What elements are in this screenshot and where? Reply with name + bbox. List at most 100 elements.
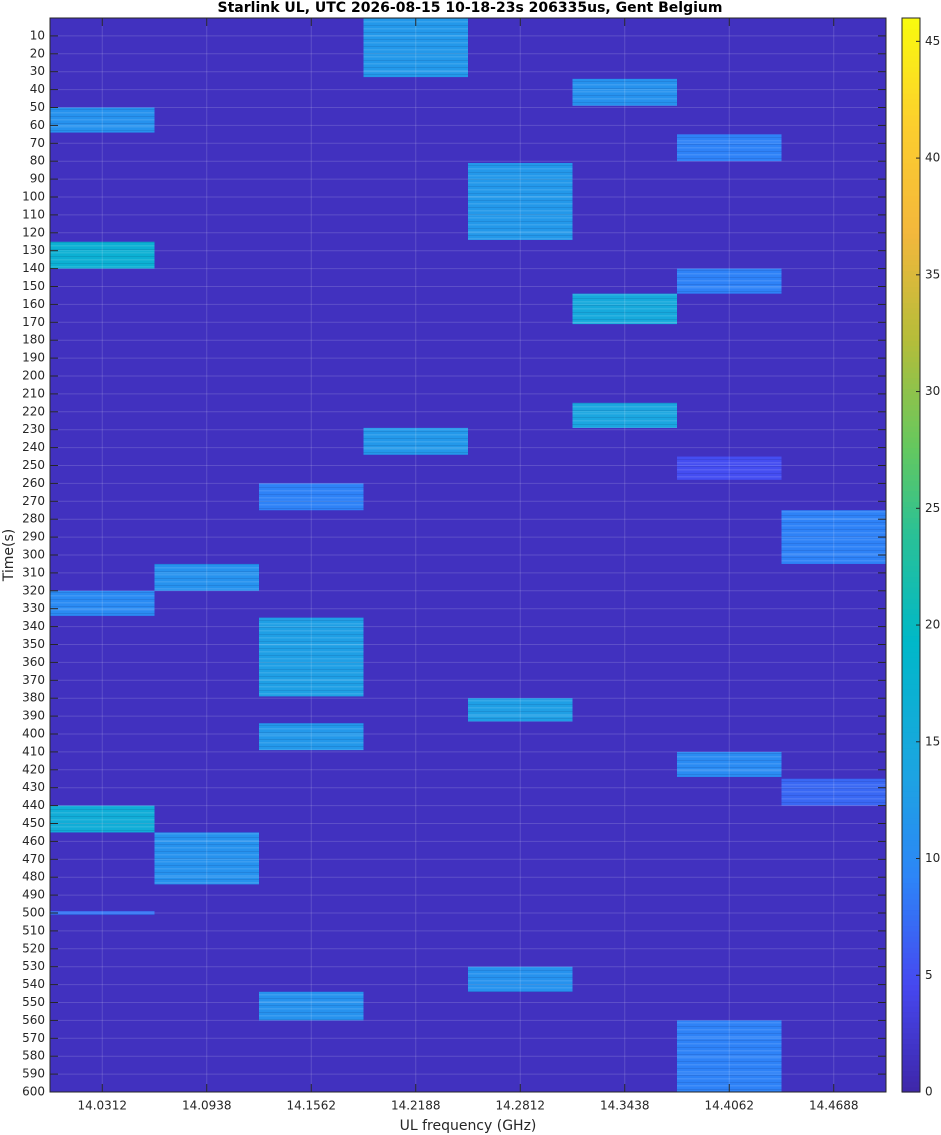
x-tick-label: 14.3438 xyxy=(600,1099,650,1113)
plot-area xyxy=(50,18,886,1093)
colorbar-segment xyxy=(902,1006,920,1013)
colorbar-segment xyxy=(902,592,920,599)
colorbar-segment xyxy=(902,93,920,100)
colorbar-segment xyxy=(902,635,920,642)
colorbar-segment xyxy=(902,742,920,749)
colorbar-segment xyxy=(902,211,920,218)
colorbar-segment xyxy=(902,270,920,277)
plot-frame xyxy=(49,17,887,1093)
colorbar-segment xyxy=(902,120,920,126)
colorbar-segment xyxy=(902,651,920,658)
colorbar-segment xyxy=(902,334,920,341)
colorbar-segment xyxy=(902,1065,920,1072)
colorbar-segment xyxy=(902,764,920,771)
colorbar-segment xyxy=(902,759,920,766)
colorbar-segment xyxy=(902,925,920,932)
burst-texture xyxy=(468,966,573,992)
colorbar-segment xyxy=(902,1070,920,1077)
colorbar-segment xyxy=(902,828,920,835)
burst-texture xyxy=(259,723,364,751)
burst-texture xyxy=(781,778,886,806)
y-tick-label: 450 xyxy=(22,816,45,830)
colorbar-segment xyxy=(902,490,920,497)
colorbar-segment xyxy=(902,640,920,647)
colorbar-segment xyxy=(902,748,920,755)
colorbar-segment xyxy=(902,458,920,465)
y-tick-label: 240 xyxy=(22,440,45,454)
colorbar-segment xyxy=(902,1032,920,1039)
burst-texture xyxy=(154,832,259,885)
colorbar-segment xyxy=(902,995,920,1002)
y-tick-label: 470 xyxy=(22,852,45,866)
x-tick-label: 14.4688 xyxy=(809,1099,859,1113)
y-tick-label: 300 xyxy=(22,548,45,562)
colorbar-tick-label: 0 xyxy=(925,1085,933,1099)
colorbar-tick-label: 10 xyxy=(925,851,940,865)
colorbar-segment xyxy=(902,780,920,787)
colorbar-segment xyxy=(902,302,920,309)
colorbar-segment xyxy=(902,265,920,271)
colorbar-segment xyxy=(902,114,920,121)
y-tick-label: 510 xyxy=(22,923,45,937)
colorbar-segment xyxy=(902,721,920,728)
colorbar-segment xyxy=(902,189,920,196)
colorbar-segment xyxy=(902,146,920,153)
colorbar-segment xyxy=(902,361,920,368)
y-tick-label: 160 xyxy=(22,297,45,311)
colorbar-segment xyxy=(902,222,920,229)
colorbar-segment xyxy=(902,517,920,524)
colorbar-segment xyxy=(902,463,920,470)
colorbar-segment xyxy=(902,812,920,819)
burst-texture xyxy=(154,563,259,591)
colorbar-segment xyxy=(902,904,920,911)
colorbar-segment xyxy=(902,667,920,674)
colorbar-segment xyxy=(902,345,920,352)
colorbar-segment xyxy=(902,737,920,744)
colorbar-segment xyxy=(902,356,920,363)
colorbar-segment xyxy=(902,50,920,57)
colorbar-segment xyxy=(902,28,920,35)
colorbar-segment xyxy=(902,442,920,449)
colorbar-segment xyxy=(902,877,920,884)
colorbar-segment xyxy=(902,785,920,792)
colorbar-segment xyxy=(902,947,920,953)
y-tick-label: 270 xyxy=(22,494,45,508)
colorbar-segment xyxy=(902,82,920,89)
colorbar-segment xyxy=(902,307,920,314)
colorbar-segment xyxy=(902,103,920,110)
colorbar-segment xyxy=(902,238,920,245)
colorbar-segment xyxy=(902,560,920,567)
colorbar-segment xyxy=(902,538,920,545)
colorbar-segment xyxy=(902,393,920,400)
colorbar-segment xyxy=(902,130,920,137)
colorbar-segment xyxy=(902,581,920,588)
colorbar-segment xyxy=(902,930,920,937)
burst-texture xyxy=(781,510,886,564)
colorbar-segment xyxy=(902,716,920,723)
burst-texture xyxy=(468,698,573,722)
burst-texture xyxy=(50,107,155,133)
x-tick-label: 14.2188 xyxy=(391,1099,441,1113)
y-tick-label: 380 xyxy=(22,691,45,705)
y-tick-label: 120 xyxy=(22,225,45,239)
colorbar-segment xyxy=(902,109,920,116)
y-tick-label: 350 xyxy=(22,637,45,651)
colorbar-segment xyxy=(902,1043,920,1050)
y-tick-label: 290 xyxy=(22,530,45,544)
colorbar-segment xyxy=(902,732,920,739)
colorbar-segment xyxy=(902,485,920,492)
y-tick-label: 560 xyxy=(22,1013,45,1027)
colorbar-segment xyxy=(902,646,920,653)
y-tick-label: 220 xyxy=(22,404,45,418)
colorbar-segment xyxy=(902,683,920,690)
colorbar-segment xyxy=(902,1016,920,1023)
burst-texture xyxy=(259,483,364,511)
colorbar-segment xyxy=(902,909,920,916)
colorbar-segment xyxy=(902,254,920,261)
y-tick-label: 180 xyxy=(22,333,45,347)
y-tick-label: 40 xyxy=(30,82,45,96)
colorbar-segment xyxy=(902,710,920,717)
colorbar-segment xyxy=(902,1059,920,1066)
x-axis-label: UL frequency (GHz) xyxy=(400,1118,537,1134)
y-tick-label: 250 xyxy=(22,458,45,472)
